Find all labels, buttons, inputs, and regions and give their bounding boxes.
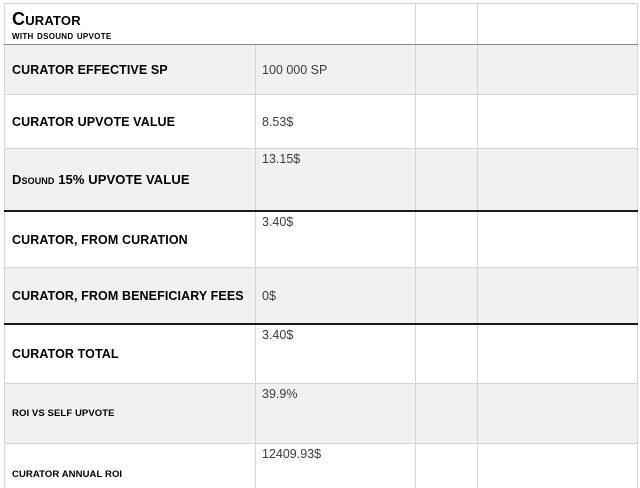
- empty-cell: [415, 44, 479, 95]
- curator-table: Curator with dsound upvote CURATOR EFFEC…: [3, 3, 639, 488]
- empty-cell: [477, 3, 639, 45]
- table-row: CURATOR UPVOTE VALUE 8.53$: [4, 94, 639, 149]
- empty-cell: [415, 148, 479, 212]
- table-row: CURATOR EFFECTIVE SP 100 000 SP: [4, 44, 639, 95]
- row-value: 0$: [254, 267, 417, 325]
- empty-cell: [477, 44, 639, 95]
- table-row: CURATOR, FROM CURATION 3.40$: [4, 210, 639, 268]
- row-label: CURATOR UPVOTE VALUE: [4, 94, 256, 149]
- empty-cell: [477, 443, 639, 488]
- row-value: 3.40$: [254, 210, 417, 268]
- row-value: 12409.93$: [254, 443, 417, 488]
- empty-cell: [415, 383, 479, 444]
- row-label: CURATOR EFFECTIVE SP: [4, 44, 256, 95]
- row-label: CURATOR TOTAL: [4, 323, 256, 384]
- empty-cell: [415, 443, 479, 488]
- row-label: CURATOR, FROM BENEFICIARY FEES: [4, 267, 256, 325]
- empty-cell: [415, 3, 479, 45]
- row-value: 39.9%: [254, 383, 417, 444]
- table-row: Dsound 15% UPVOTE VALUE 13.15$: [4, 148, 639, 212]
- table-subtitle: with dsound upvote: [12, 30, 112, 42]
- row-value: 100 000 SP: [254, 44, 417, 95]
- empty-cell: [477, 267, 639, 325]
- header-row: Curator with dsound upvote: [3, 3, 639, 45]
- empty-cell: [477, 94, 639, 149]
- row-label: CURATOR, FROM CURATION: [4, 210, 256, 268]
- table-title: Curator: [12, 9, 81, 29]
- table-row: CURATOR ANNUAL ROI 12409.93$: [4, 443, 639, 488]
- empty-cell: [477, 323, 639, 384]
- empty-cell: [477, 148, 639, 212]
- empty-cell: [477, 383, 639, 444]
- row-label: Dsound 15% UPVOTE VALUE: [4, 148, 256, 212]
- row-label: ROI VS SELF UPVOTE: [4, 383, 256, 444]
- empty-cell: [415, 323, 479, 384]
- empty-cell: [415, 210, 479, 268]
- empty-cell: [415, 267, 479, 325]
- row-value: 13.15$: [254, 148, 417, 212]
- row-value: 3.40$: [254, 323, 417, 384]
- table-row: CURATOR, FROM BENEFICIARY FEES 0$: [4, 267, 639, 325]
- empty-cell: [477, 210, 639, 268]
- row-label: CURATOR ANNUAL ROI: [4, 443, 256, 488]
- row-value: 8.53$: [254, 94, 417, 149]
- empty-cell: [415, 94, 479, 149]
- header-cell: Curator with dsound upvote: [3, 3, 417, 45]
- table-row: ROI VS SELF UPVOTE 39.9%: [4, 383, 639, 444]
- table-row: CURATOR TOTAL 3.40$: [4, 323, 639, 384]
